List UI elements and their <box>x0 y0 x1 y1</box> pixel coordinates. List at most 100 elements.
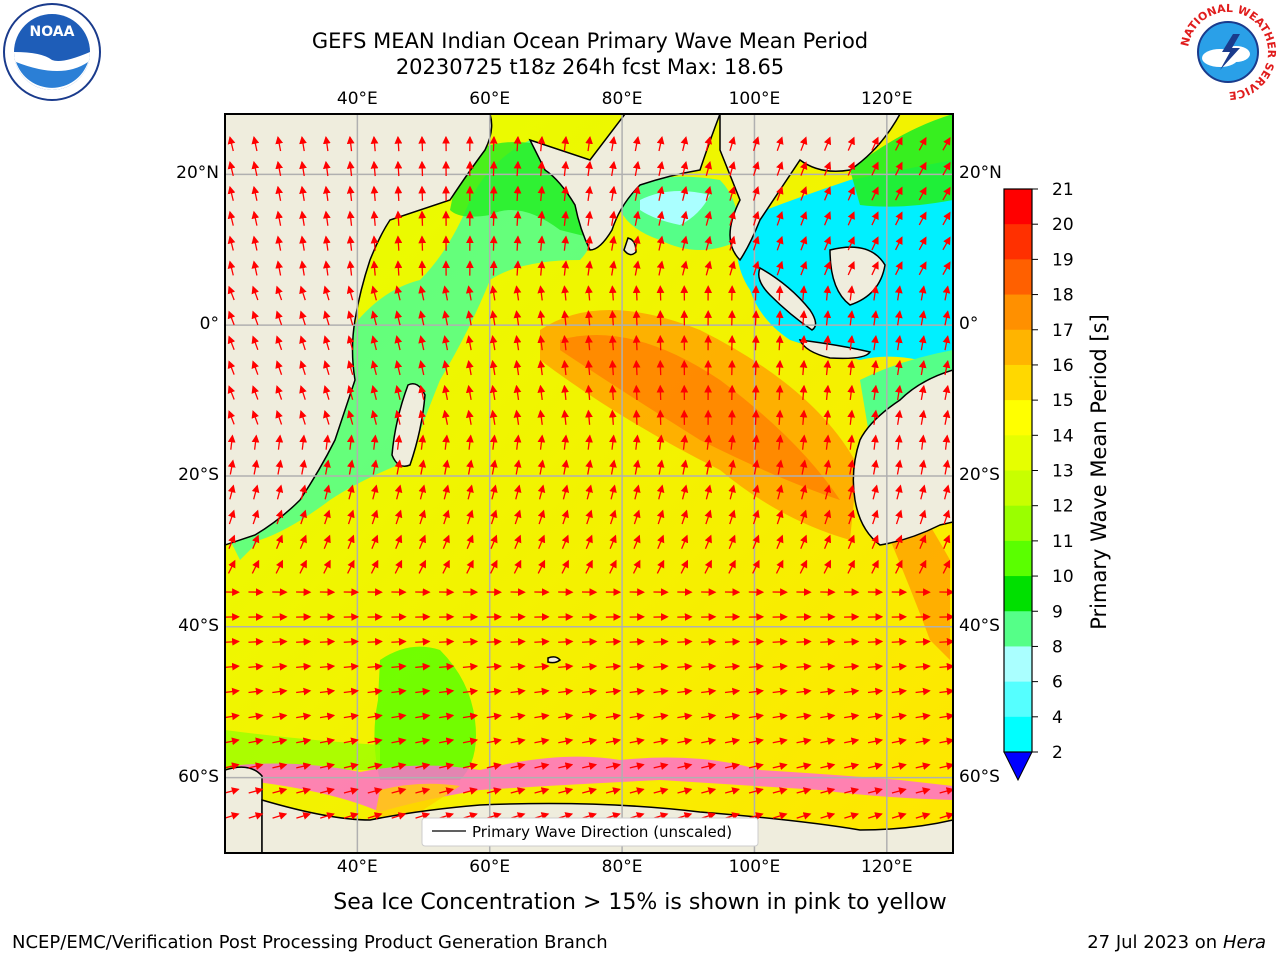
wave-arrow <box>653 662 669 671</box>
wave-arrow <box>799 409 808 425</box>
wave-arrow <box>775 434 784 450</box>
wave-arrow <box>653 687 669 696</box>
wave-arrow <box>799 384 808 401</box>
wave-arrow <box>918 359 927 376</box>
wave-arrow <box>799 235 808 251</box>
wave-arrow <box>585 459 593 475</box>
wave-arrow <box>605 637 622 646</box>
wave-arrow <box>656 185 665 201</box>
wave-arrow <box>323 509 331 525</box>
wave-arrow <box>489 285 498 301</box>
wave-arrow <box>918 136 927 151</box>
wave-arrow <box>605 662 622 671</box>
wave-arrow <box>251 285 259 301</box>
wave-arrow <box>632 559 641 574</box>
wave-arrow <box>581 712 598 721</box>
wave-arrow <box>370 434 379 450</box>
wave-arrow <box>632 210 641 226</box>
colorbar-segment <box>1004 400 1032 436</box>
wave-arrow <box>704 459 713 475</box>
wave-arrow <box>701 787 717 795</box>
wave-arrow <box>915 762 931 770</box>
wave-arrow <box>942 409 951 425</box>
wave-arrow <box>299 459 308 475</box>
footer-date: 27 Jul 2023 on Hera <box>1087 932 1266 953</box>
wave-arrow <box>891 662 907 671</box>
wave-arrow <box>462 637 479 646</box>
wave-arrow <box>561 384 569 401</box>
wave-arrow <box>418 534 427 550</box>
wave-arrow <box>939 812 953 820</box>
wave-arrow <box>275 509 284 525</box>
wave-arrow <box>871 186 879 201</box>
wave-arrow <box>677 812 693 820</box>
wave-arrow <box>537 459 546 475</box>
wave-arrow <box>823 334 832 351</box>
wave-arrow <box>418 185 427 201</box>
colorbar-level-label: 11 <box>1052 532 1074 552</box>
wave-arrow <box>275 285 283 301</box>
wave-arrow <box>510 712 526 721</box>
lat-tick-left: 20°S <box>178 464 219 485</box>
wave-arrow <box>748 812 764 820</box>
wave-arrow <box>799 260 808 276</box>
wave-arrow <box>608 409 617 425</box>
wave-arrow <box>608 334 617 351</box>
wave-arrow <box>251 410 259 425</box>
wave-arrow <box>462 787 478 795</box>
wave-arrow <box>895 186 903 201</box>
wave-arrow <box>251 160 260 177</box>
wave-arrow <box>439 762 455 770</box>
wave-arrow <box>489 160 498 177</box>
wave-arrow <box>748 712 764 721</box>
wave-arrow <box>251 260 260 276</box>
wave-arrow <box>724 687 741 696</box>
wave-arrow <box>609 459 617 475</box>
wave-arrow <box>704 484 713 500</box>
colorbar-under-triangle <box>1003 751 1033 782</box>
wave-arrow <box>251 434 260 450</box>
wave-arrow <box>347 559 355 574</box>
wave-arrow <box>418 509 427 525</box>
wave-arrow <box>228 509 236 525</box>
wave-arrow <box>275 360 283 375</box>
wave-arrow <box>275 335 283 351</box>
wave-arrow <box>418 459 427 475</box>
wave-arrow <box>823 260 832 276</box>
wave-arrow <box>820 812 836 820</box>
wave-arrow <box>867 662 884 671</box>
wave-arrow <box>918 261 927 276</box>
wave-arrow <box>486 712 502 721</box>
wave-arrow <box>871 484 879 500</box>
wave-arrow <box>489 210 498 226</box>
wave-arrow <box>585 509 593 525</box>
wave-arrow <box>466 434 474 450</box>
wave-arrow <box>296 662 312 671</box>
wave-arrow <box>724 712 741 721</box>
colorbar-level-label: 8 <box>1052 637 1063 657</box>
wave-arrow <box>319 687 336 696</box>
wave-arrow <box>844 712 860 721</box>
wave-arrow <box>823 559 831 574</box>
wave-arrow <box>871 236 879 251</box>
wave-arrow <box>489 434 498 450</box>
wave-arrow <box>462 687 479 696</box>
wave-arrow <box>534 787 550 795</box>
wave-arrow <box>799 211 808 226</box>
wave-arrow <box>510 762 526 770</box>
wave-arrow <box>847 260 855 276</box>
wave-arrow <box>776 534 784 550</box>
wave-arrow <box>891 762 907 770</box>
wave-arrow <box>942 559 951 574</box>
wave-arrow <box>275 484 284 500</box>
wave-arrow <box>418 210 427 226</box>
wave-arrow <box>275 410 283 425</box>
wave-arrow <box>871 409 879 425</box>
wave-arrow <box>275 534 284 550</box>
wave-arrow <box>799 509 808 525</box>
wave-arrow <box>486 637 502 646</box>
wave-arrow <box>772 762 788 770</box>
wave-arrow <box>704 185 713 201</box>
wave-arrow <box>844 812 860 820</box>
wave-arrow <box>418 484 427 500</box>
